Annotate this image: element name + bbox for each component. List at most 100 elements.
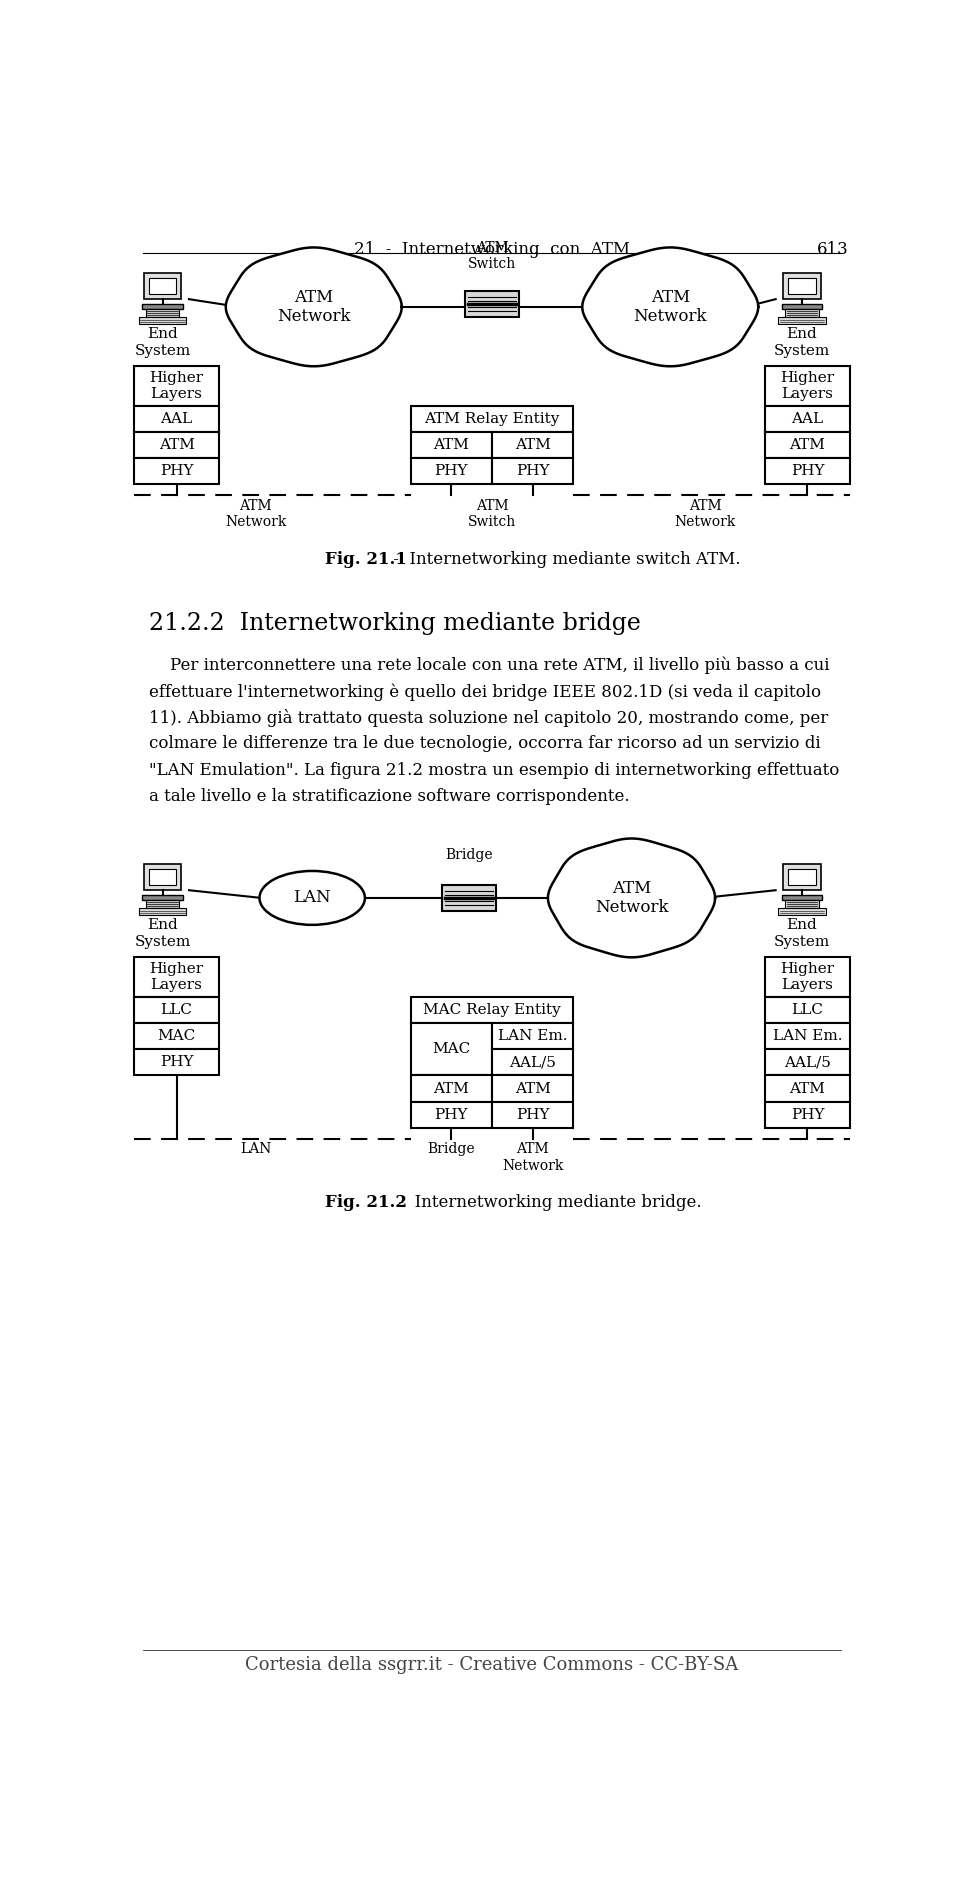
FancyBboxPatch shape bbox=[785, 310, 819, 317]
FancyBboxPatch shape bbox=[765, 1102, 850, 1128]
FancyBboxPatch shape bbox=[134, 997, 219, 1023]
Text: End
System: End System bbox=[134, 327, 191, 357]
Text: ATM
Network: ATM Network bbox=[225, 499, 286, 529]
Text: AAL/5: AAL/5 bbox=[509, 1055, 556, 1070]
Text: LAN: LAN bbox=[240, 1143, 272, 1156]
Text: MAC Relay Entity: MAC Relay Entity bbox=[423, 1002, 561, 1017]
Text: LAN Em.: LAN Em. bbox=[773, 1029, 842, 1044]
Text: AAL/5: AAL/5 bbox=[784, 1055, 830, 1070]
FancyBboxPatch shape bbox=[411, 432, 492, 458]
FancyBboxPatch shape bbox=[134, 366, 219, 405]
Text: ATM
Network: ATM Network bbox=[595, 880, 668, 916]
FancyBboxPatch shape bbox=[492, 1049, 573, 1076]
Text: Bridge: Bridge bbox=[444, 848, 492, 863]
FancyBboxPatch shape bbox=[144, 863, 181, 890]
Text: Fig. 21.1: Fig. 21.1 bbox=[325, 550, 407, 567]
Text: Bridge: Bridge bbox=[427, 1143, 475, 1156]
Text: MAC: MAC bbox=[157, 1029, 196, 1044]
FancyBboxPatch shape bbox=[765, 432, 850, 458]
Text: effettuare l'internetworking è quello dei bridge IEEE 802.1D (si veda il capitol: effettuare l'internetworking è quello de… bbox=[150, 683, 822, 700]
Text: LAN: LAN bbox=[294, 890, 331, 907]
FancyBboxPatch shape bbox=[146, 901, 180, 908]
Text: ATM
Network: ATM Network bbox=[277, 289, 350, 325]
Text: Fig. 21.2: Fig. 21.2 bbox=[325, 1194, 407, 1211]
FancyBboxPatch shape bbox=[781, 304, 822, 310]
Text: 21  -  Internetworking  con  ATM: 21 - Internetworking con ATM bbox=[354, 240, 630, 257]
FancyBboxPatch shape bbox=[411, 1076, 492, 1102]
FancyBboxPatch shape bbox=[134, 432, 219, 458]
FancyBboxPatch shape bbox=[788, 278, 816, 295]
Text: Higher
Layers: Higher Layers bbox=[780, 372, 834, 402]
FancyBboxPatch shape bbox=[765, 957, 850, 997]
Text: LLC: LLC bbox=[791, 1002, 824, 1017]
Text: LAN Em.: LAN Em. bbox=[498, 1029, 567, 1044]
FancyBboxPatch shape bbox=[765, 1076, 850, 1102]
FancyBboxPatch shape bbox=[785, 901, 819, 908]
Text: colmare le differenze tra le due tecnologie, occorra far ricorso ad un servizio : colmare le differenze tra le due tecnolo… bbox=[150, 736, 821, 753]
FancyBboxPatch shape bbox=[139, 908, 186, 916]
FancyBboxPatch shape bbox=[779, 908, 826, 916]
FancyBboxPatch shape bbox=[783, 272, 821, 298]
FancyBboxPatch shape bbox=[149, 278, 177, 295]
Text: 613: 613 bbox=[817, 240, 849, 257]
Text: ATM: ATM bbox=[433, 437, 469, 452]
Text: PHY: PHY bbox=[791, 464, 825, 479]
FancyBboxPatch shape bbox=[134, 1023, 219, 1049]
FancyBboxPatch shape bbox=[134, 1049, 219, 1076]
Text: Cortesia della ssgrr.it - Creative Commons - CC-BY-SA: Cortesia della ssgrr.it - Creative Commo… bbox=[246, 1656, 738, 1674]
Text: PHY: PHY bbox=[435, 1107, 468, 1122]
FancyBboxPatch shape bbox=[411, 1023, 492, 1076]
Polygon shape bbox=[548, 839, 715, 957]
Text: 11). Abbiamo già trattato questa soluzione nel capitolo 20, mostrando come, per: 11). Abbiamo già trattato questa soluzio… bbox=[150, 710, 828, 726]
Text: "LAN Emulation". La figura 21.2 mostra un esempio di internetworking effettuato: "LAN Emulation". La figura 21.2 mostra u… bbox=[150, 762, 840, 779]
Text: LLC: LLC bbox=[160, 1002, 193, 1017]
Text: PHY: PHY bbox=[435, 464, 468, 479]
FancyBboxPatch shape bbox=[765, 1049, 850, 1076]
Text: ATM: ATM bbox=[789, 437, 826, 452]
FancyBboxPatch shape bbox=[142, 895, 182, 901]
Text: PHY: PHY bbox=[159, 1055, 193, 1070]
FancyBboxPatch shape bbox=[765, 458, 850, 484]
Text: End
System: End System bbox=[774, 327, 830, 357]
Text: 21.2.2  Internetworking mediante bridge: 21.2.2 Internetworking mediante bridge bbox=[150, 612, 641, 634]
Ellipse shape bbox=[259, 871, 365, 925]
Text: Per interconnettere una rete locale con una rete ATM, il livello più basso a cui: Per interconnettere una rete locale con … bbox=[150, 657, 830, 674]
Text: ATM
Network: ATM Network bbox=[502, 1143, 564, 1173]
Text: AAL: AAL bbox=[160, 411, 193, 426]
FancyBboxPatch shape bbox=[781, 895, 822, 901]
Text: AAL: AAL bbox=[791, 411, 824, 426]
FancyBboxPatch shape bbox=[411, 405, 573, 432]
FancyBboxPatch shape bbox=[144, 272, 181, 298]
Text: End
System: End System bbox=[134, 918, 191, 948]
FancyBboxPatch shape bbox=[139, 317, 186, 325]
Text: ATM
Network: ATM Network bbox=[634, 289, 707, 325]
Text: Higher
Layers: Higher Layers bbox=[780, 961, 834, 993]
Text: -  Internetworking mediante bridge.: - Internetworking mediante bridge. bbox=[388, 1194, 702, 1211]
Text: End
System: End System bbox=[774, 918, 830, 948]
FancyBboxPatch shape bbox=[492, 1102, 573, 1128]
FancyBboxPatch shape bbox=[134, 405, 219, 432]
Text: ATM: ATM bbox=[433, 1081, 469, 1096]
FancyBboxPatch shape bbox=[465, 291, 519, 317]
FancyBboxPatch shape bbox=[779, 317, 826, 325]
Text: Higher
Layers: Higher Layers bbox=[150, 961, 204, 993]
FancyBboxPatch shape bbox=[492, 432, 573, 458]
FancyBboxPatch shape bbox=[765, 1023, 850, 1049]
Text: MAC: MAC bbox=[432, 1042, 470, 1057]
FancyBboxPatch shape bbox=[765, 405, 850, 432]
Text: ATM: ATM bbox=[789, 1081, 826, 1096]
FancyBboxPatch shape bbox=[142, 304, 182, 310]
Text: ATM
Switch: ATM Switch bbox=[468, 242, 516, 272]
Text: ATM
Switch: ATM Switch bbox=[468, 499, 516, 529]
Text: ATM Relay Entity: ATM Relay Entity bbox=[424, 411, 560, 426]
FancyBboxPatch shape bbox=[492, 1023, 573, 1049]
FancyBboxPatch shape bbox=[765, 366, 850, 405]
Polygon shape bbox=[583, 248, 758, 366]
Text: PHY: PHY bbox=[516, 464, 549, 479]
Text: ATM: ATM bbox=[515, 1081, 551, 1096]
FancyBboxPatch shape bbox=[149, 869, 177, 886]
FancyBboxPatch shape bbox=[788, 869, 816, 886]
FancyBboxPatch shape bbox=[411, 1102, 492, 1128]
FancyBboxPatch shape bbox=[411, 997, 573, 1023]
Text: PHY: PHY bbox=[791, 1107, 825, 1122]
